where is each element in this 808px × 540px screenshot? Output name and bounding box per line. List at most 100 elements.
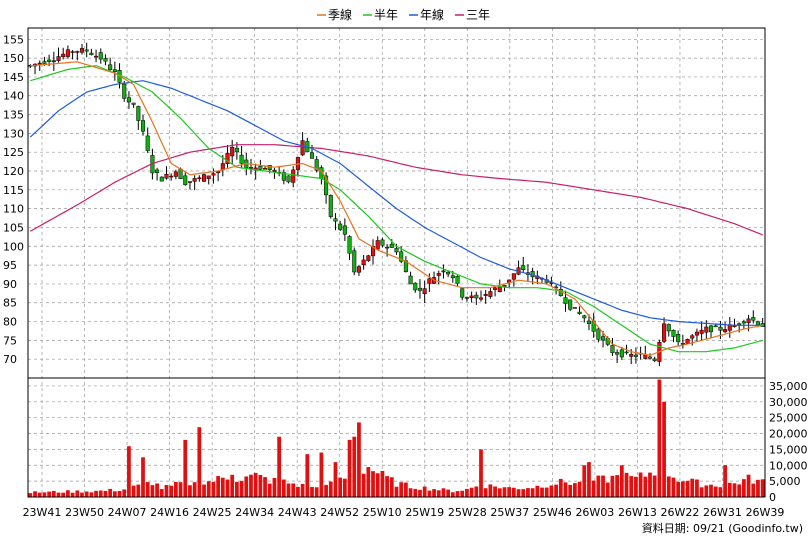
volume-bar [202,484,206,497]
candle-body [671,329,676,337]
volume-bar [352,436,357,497]
x-tick-label: 24W52 [320,506,359,519]
candle-body [366,255,371,261]
volume-bar [366,467,371,497]
candle-body [342,225,347,235]
volume-bar [277,436,282,497]
candle-body [417,287,423,291]
price-tick-label: 75 [3,334,17,347]
candle-body [122,83,127,99]
volume-bar [427,490,432,497]
candle-body [164,173,169,179]
candle-body [286,175,291,183]
volume-bar [371,471,375,497]
candle-body [324,175,329,196]
candle-body [61,53,66,58]
volume-bar [638,472,643,497]
candle-body [89,52,94,55]
volume-bar [741,479,746,497]
candle-body [183,175,188,185]
candle-body [98,52,103,60]
volume-bar [117,490,122,497]
candle-body [521,265,526,270]
candle-body [511,273,516,280]
volume-bar [521,489,526,497]
x-tick-label: 25W19 [405,506,444,519]
candle-body [493,287,498,290]
volume-bar [28,493,33,497]
volume-bar [629,476,634,497]
candle-body [690,335,695,339]
volume-bar [319,452,324,497]
candle-body [47,59,52,62]
candle-body [596,328,601,340]
price-tick-label: 80 [3,316,17,329]
price-axis-ticks: 70 75 80 85 90 95 100 105 110 115 120 125 130 135 140 1… [3,33,24,366]
x-tick-label: 24W43 [278,506,317,519]
legend-label-3: 三年 [466,8,490,22]
x-tick-label: 25W46 [533,506,572,519]
candle-body [460,288,465,298]
x-tick-label: 24W16 [150,506,189,519]
volume-bar [516,489,521,497]
candle-body [741,321,746,324]
candle-body [680,342,685,345]
candle-body [258,165,263,170]
legend-label-0: 季線 [328,7,352,22]
price-tick-label: 85 [3,297,17,310]
candle-body [713,325,718,328]
candle-body [488,291,493,297]
volume-bar [253,472,258,497]
candle-body [65,49,70,57]
candle-body [708,325,714,333]
volume-bar [286,483,291,497]
volume-bar [601,475,605,497]
candle-body [84,49,89,52]
candle-body [281,172,286,181]
volume-bar [183,439,188,497]
volume-bar [643,476,648,497]
volume-bar [141,457,145,497]
candle-body [389,243,394,248]
volume-axis-ticks: 0 5,000 10,000 15,000 20,000 25,000 30,000 35,0… [769,380,808,504]
volume-bar [296,486,300,497]
volume-bar [732,483,737,497]
candle-body [202,174,207,182]
volume-tick-label: 20,000 [769,428,808,441]
volume-bar [263,477,267,497]
ma-year-line [29,80,763,326]
volume-bar [591,480,596,497]
volume-bars [28,379,765,497]
candle-body [380,239,385,246]
price-tick-label: 70 [3,353,17,366]
volume-bar [173,481,178,497]
x-tick-label: 23W41 [23,506,62,519]
candle-body [108,64,113,70]
volume-bar [188,485,192,497]
candle-body [647,356,653,359]
volume-bar [680,481,685,497]
candle-body [131,102,136,105]
candle-body [676,334,681,342]
chart-legend: 季線 半年 年線 三年 [317,7,490,22]
price-tick-label: 105 [3,221,24,234]
candle-body [737,323,742,325]
volume-bar [333,462,338,497]
x-tick-label: 26W22 [661,506,700,519]
volume-bar [460,490,465,497]
candle-body [192,178,197,182]
candle-body [70,51,75,53]
volume-bar [432,489,436,497]
candle-body [103,58,108,62]
volume-bar [216,476,220,497]
candle-body [145,135,150,151]
candle-body [173,171,178,177]
volume-bar [624,472,629,497]
volume-bar [127,446,131,497]
candle-body [42,61,47,64]
candle-body [685,338,690,344]
candle-body [615,352,620,355]
volume-bar [652,475,657,497]
candle-body [643,354,648,359]
volume-bar [530,488,535,497]
